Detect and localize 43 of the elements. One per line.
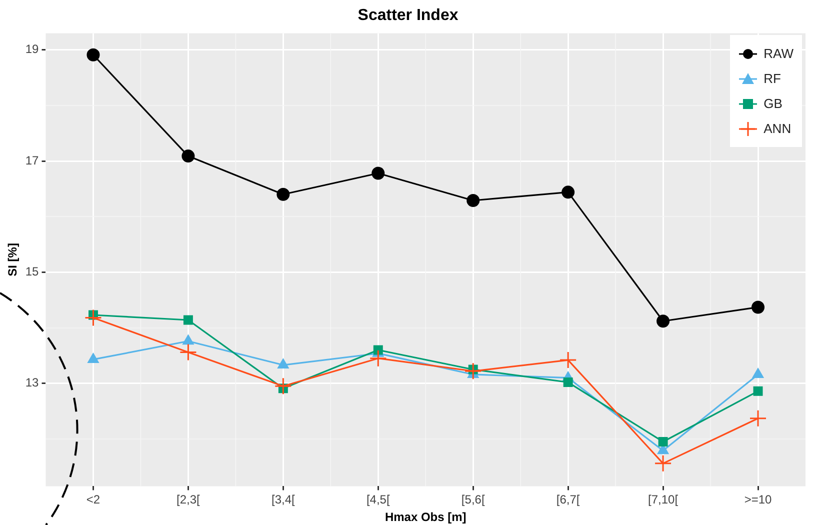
y-tick-label: 17 <box>25 153 40 168</box>
point <box>369 350 387 368</box>
legend-label: RAW <box>764 46 794 62</box>
point <box>88 352 99 363</box>
y-tick-label: 15 <box>25 264 40 279</box>
point <box>182 334 194 345</box>
point <box>84 309 102 327</box>
x-tick-label: [2,3[ <box>176 492 201 507</box>
point <box>562 186 575 199</box>
point <box>466 194 480 208</box>
point <box>274 377 292 395</box>
point <box>179 343 197 361</box>
legend-label: ANN <box>764 121 792 136</box>
point <box>183 315 193 325</box>
point <box>749 410 767 428</box>
y-axis-title: SI [%] <box>6 243 20 276</box>
point <box>372 166 385 180</box>
point <box>658 436 668 446</box>
y-tick-label: 13 <box>25 376 40 390</box>
point <box>86 48 100 62</box>
x-tick-label: [7,10[ <box>648 492 679 507</box>
x-tick-label: >=10 <box>744 492 772 507</box>
x-axis-title: Hmax Obs [m] <box>384 510 466 524</box>
point <box>656 314 670 328</box>
y-tick-label: 19 <box>25 42 40 56</box>
legend-label: RF <box>764 71 781 86</box>
legend-label: GB <box>764 96 782 112</box>
x-tick-label: [6,7[ <box>556 492 580 507</box>
chart-title: Scatter Index <box>358 7 458 24</box>
point <box>277 358 289 369</box>
x-tick-label: <2 <box>86 492 100 507</box>
point <box>276 188 290 201</box>
x-tick-label: [3,4[ <box>271 492 296 507</box>
point <box>753 386 763 396</box>
point <box>752 300 765 314</box>
point <box>654 454 672 472</box>
point <box>563 378 573 388</box>
point <box>182 150 195 163</box>
x-tick-label: [5,6[ <box>461 492 486 507</box>
point <box>559 351 577 369</box>
point <box>752 368 764 378</box>
point <box>464 362 482 380</box>
x-tick-label: [4,5[ <box>366 492 390 507</box>
